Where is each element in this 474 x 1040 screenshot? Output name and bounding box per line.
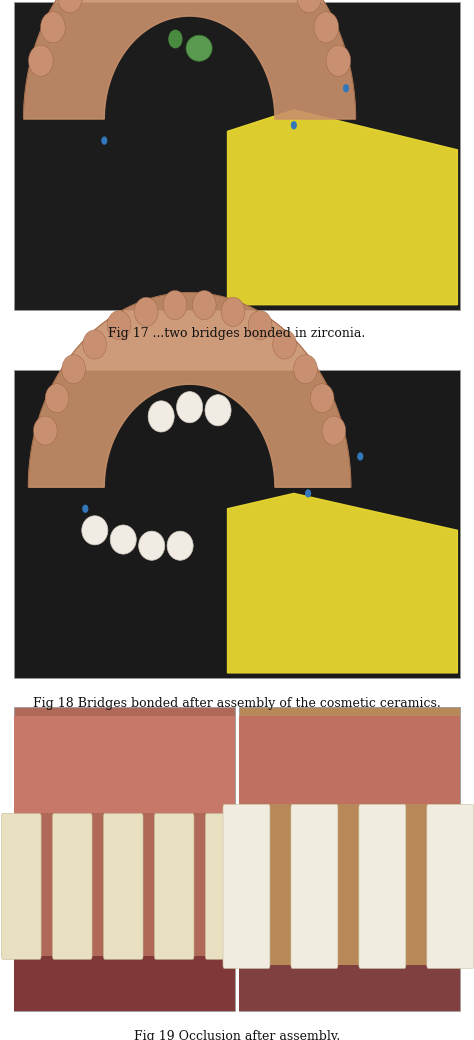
Ellipse shape bbox=[41, 11, 65, 43]
Ellipse shape bbox=[291, 121, 297, 129]
FancyBboxPatch shape bbox=[223, 804, 270, 968]
Text: Fig 17 ...two bridges bonded in zirconia.: Fig 17 ...two bridges bonded in zirconia… bbox=[109, 327, 365, 339]
Ellipse shape bbox=[343, 84, 349, 93]
Ellipse shape bbox=[205, 394, 231, 425]
Ellipse shape bbox=[248, 311, 272, 340]
Ellipse shape bbox=[192, 290, 216, 319]
Text: Fig 18 Bridges bonded after assembly of the cosmetic ceramics.: Fig 18 Bridges bonded after assembly of … bbox=[33, 697, 441, 709]
FancyBboxPatch shape bbox=[1, 813, 41, 959]
Bar bbox=[14, 370, 460, 678]
Bar bbox=[14, 707, 235, 1011]
Ellipse shape bbox=[357, 452, 363, 461]
FancyBboxPatch shape bbox=[359, 804, 406, 968]
Ellipse shape bbox=[58, 0, 82, 12]
Ellipse shape bbox=[176, 392, 203, 423]
Ellipse shape bbox=[163, 290, 187, 319]
Ellipse shape bbox=[326, 45, 351, 76]
Ellipse shape bbox=[167, 531, 193, 561]
Ellipse shape bbox=[101, 136, 107, 145]
FancyBboxPatch shape bbox=[103, 813, 143, 959]
FancyBboxPatch shape bbox=[427, 804, 474, 968]
Ellipse shape bbox=[322, 416, 346, 445]
Bar bbox=[239, 965, 460, 1011]
Ellipse shape bbox=[294, 355, 318, 384]
Bar bbox=[239, 717, 460, 804]
Ellipse shape bbox=[310, 384, 334, 413]
Bar bbox=[239, 707, 460, 1011]
Ellipse shape bbox=[168, 30, 182, 49]
Ellipse shape bbox=[83, 330, 107, 359]
FancyBboxPatch shape bbox=[53, 813, 92, 959]
Ellipse shape bbox=[110, 525, 137, 554]
Polygon shape bbox=[228, 493, 457, 673]
Ellipse shape bbox=[148, 400, 174, 432]
Ellipse shape bbox=[273, 330, 296, 359]
Text: Fig 19 Occlusion after assembly.: Fig 19 Occlusion after assembly. bbox=[134, 1030, 340, 1040]
Ellipse shape bbox=[34, 416, 57, 445]
Ellipse shape bbox=[82, 516, 108, 545]
FancyBboxPatch shape bbox=[155, 813, 194, 959]
Bar bbox=[14, 717, 235, 813]
Ellipse shape bbox=[82, 504, 88, 513]
FancyBboxPatch shape bbox=[291, 804, 338, 968]
Ellipse shape bbox=[134, 297, 158, 327]
FancyBboxPatch shape bbox=[205, 813, 245, 959]
Ellipse shape bbox=[107, 311, 131, 340]
Ellipse shape bbox=[62, 355, 85, 384]
Polygon shape bbox=[28, 293, 351, 487]
Polygon shape bbox=[228, 110, 457, 305]
Ellipse shape bbox=[221, 297, 245, 327]
Bar bbox=[14, 2, 460, 310]
Ellipse shape bbox=[45, 384, 69, 413]
Ellipse shape bbox=[186, 35, 212, 61]
Ellipse shape bbox=[297, 0, 321, 12]
Polygon shape bbox=[24, 0, 355, 119]
Ellipse shape bbox=[138, 531, 165, 561]
Ellipse shape bbox=[28, 45, 53, 76]
Ellipse shape bbox=[305, 489, 311, 497]
Ellipse shape bbox=[314, 11, 338, 43]
Bar bbox=[14, 956, 235, 1011]
